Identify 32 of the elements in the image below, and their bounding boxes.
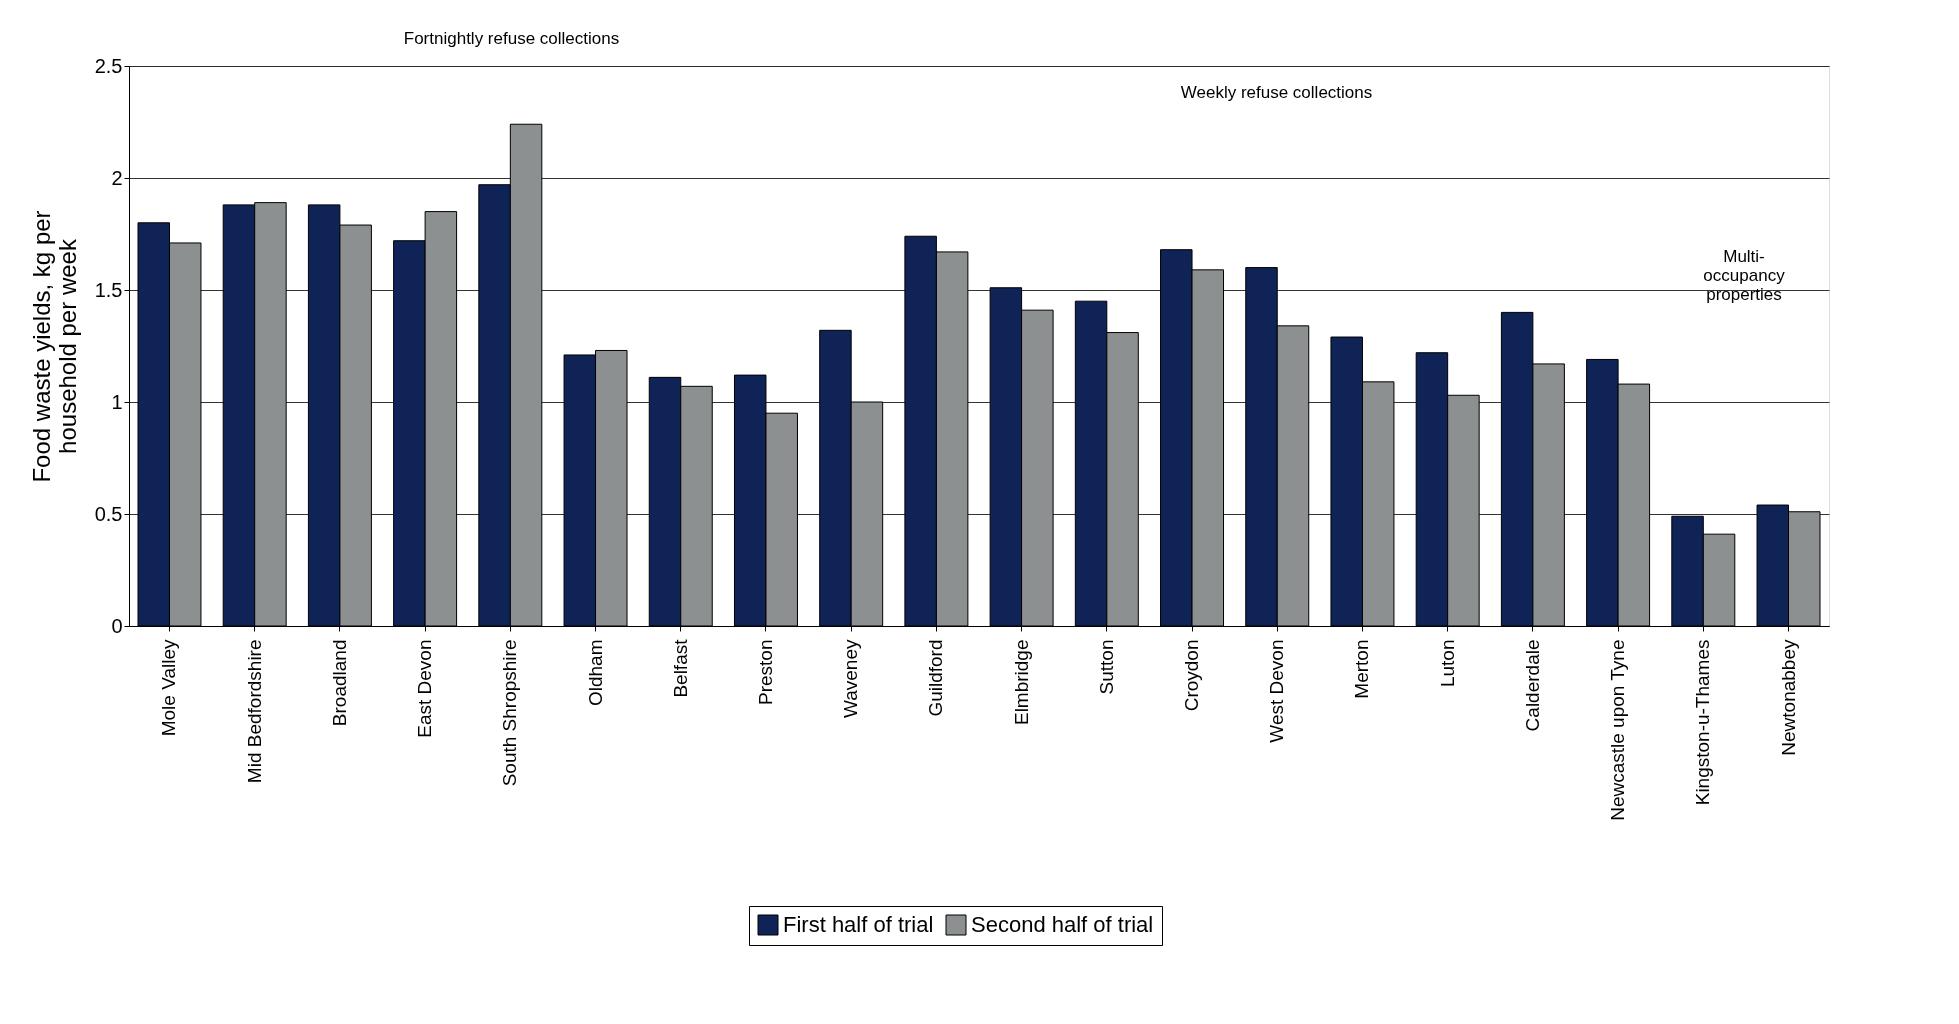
x-tick-label: Croydon xyxy=(1181,639,1203,712)
y-tick-label: 0 xyxy=(111,614,123,637)
y-tick-label: 1 xyxy=(111,390,123,413)
legend-label: Second half of trial xyxy=(971,912,1154,937)
x-tick-label: Elmbridge xyxy=(1010,639,1032,726)
x-tick-label: Newcastle upon Tyne xyxy=(1607,639,1629,821)
y-tick-label: 2 xyxy=(111,166,123,189)
x-tick-label: West Devon xyxy=(1266,639,1288,743)
y-axis-title: Food waste yields, kg per household per week xyxy=(27,210,81,483)
x-tick-label: Merton xyxy=(1351,639,1373,699)
y-tick-label: 1.5 xyxy=(94,278,123,301)
x-tick-label: Belfast xyxy=(669,638,691,698)
x-tick-label: Mole Valley xyxy=(158,639,180,737)
x-tick-label: Newtonabbey xyxy=(1777,639,1799,756)
annotation: Multi-occupancy properties xyxy=(1703,247,1786,304)
legend-label: First half of trial xyxy=(783,912,934,937)
x-tick-label: Kingston-u-Thames xyxy=(1692,639,1714,806)
x-tick-label: South Shropshire xyxy=(499,639,521,787)
x-tick-label: Mid Bedfordshire xyxy=(243,639,265,784)
text: Fortnightly refuse collections xyxy=(403,29,620,48)
y-tick-label: 0.5 xyxy=(94,502,123,525)
x-tick-label: Luton xyxy=(1436,639,1458,688)
x-tick-label: Calderdale xyxy=(1521,639,1543,732)
x-tick-label: Oldham xyxy=(584,639,606,707)
x-tick-label: Guildford xyxy=(925,639,947,717)
annotation: Weekly refuse collections xyxy=(1180,83,1373,102)
x-tick-label: Waveney xyxy=(840,639,862,718)
y-tick-label: 2.5 xyxy=(94,54,123,77)
x-tick-label: Preston xyxy=(754,639,776,705)
x-tick-label: East Devon xyxy=(414,639,436,738)
x-tick-label: Broadland xyxy=(328,639,350,727)
x-tick-label: Sutton xyxy=(1095,639,1117,695)
